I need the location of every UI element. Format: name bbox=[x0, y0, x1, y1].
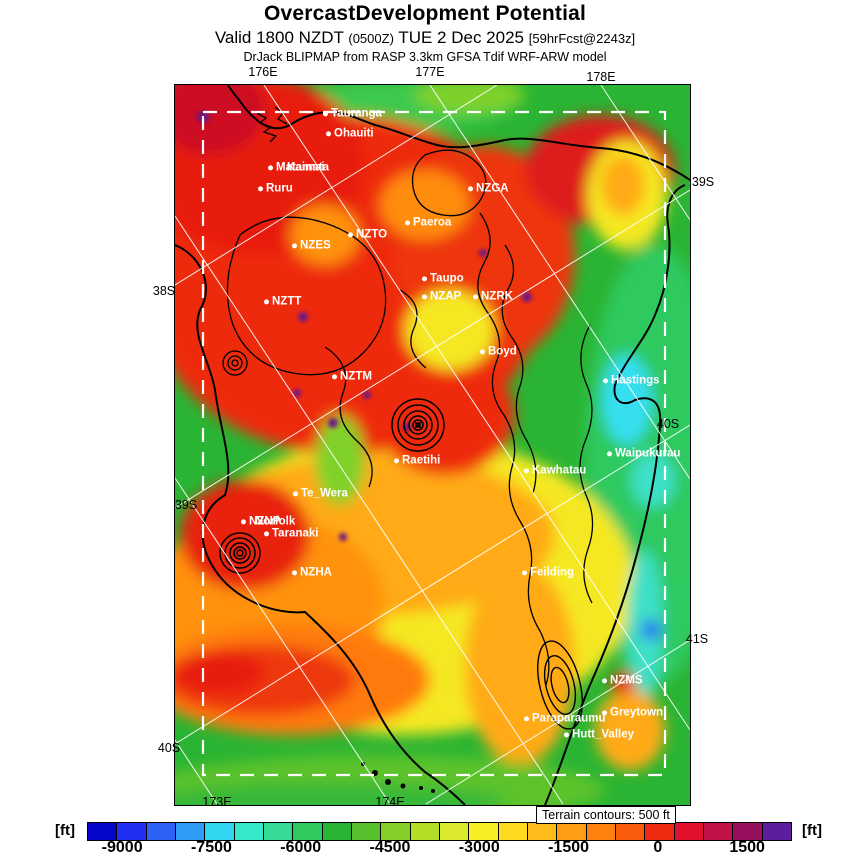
axis-label-176E: 176E bbox=[248, 65, 278, 79]
colorbar-tick--3000: -3000 bbox=[458, 839, 500, 856]
page-title: OvercastDevelopment Potential bbox=[263, 2, 587, 25]
terrain-note-box: Terrain contours: 500 ft bbox=[536, 806, 676, 824]
colorbar-unit-right: [ft] bbox=[802, 822, 822, 839]
colorbar-segment bbox=[762, 823, 791, 840]
forecast-info: [59hrFcst@2243z] bbox=[528, 31, 636, 46]
high-value-specks bbox=[197, 111, 532, 541]
colorbar-segment bbox=[703, 823, 734, 840]
colorbar-segment bbox=[146, 823, 176, 840]
colorbar-segment bbox=[527, 823, 558, 840]
colorbar-segment bbox=[645, 823, 675, 840]
valid-time-line: Valid 1800 NZDT (0500Z) TUE 2 Dec 2025 [… bbox=[0, 28, 850, 48]
colorbar-segment bbox=[263, 823, 294, 840]
axis-label-39S: 39S bbox=[691, 175, 715, 189]
axis-label-178E: 178E bbox=[586, 70, 616, 84]
colorbar-segment bbox=[498, 823, 528, 840]
colorbar-segment bbox=[88, 823, 118, 840]
graticule-lines bbox=[175, 85, 690, 805]
zulu-time: (0500Z) bbox=[348, 31, 394, 46]
colorbar-tick--4500: -4500 bbox=[369, 839, 411, 856]
colorbar-segment bbox=[117, 823, 147, 840]
colorbar-segment bbox=[469, 823, 499, 840]
axis-label-177E: 177E bbox=[415, 65, 445, 79]
colorbar-segment bbox=[381, 823, 411, 840]
colorbar-ticks: -9000 -7500 -6000 -4500 -3000 -1500 0 1500 bbox=[87, 839, 790, 859]
colorbar-segment bbox=[175, 823, 206, 840]
colorbar-segment bbox=[234, 823, 264, 840]
colorbar-segment bbox=[586, 823, 616, 840]
header: OvercastDevelopment Potential Valid 1800… bbox=[0, 0, 850, 64]
valid-date: TUE 2 Dec 2025 bbox=[398, 28, 525, 47]
colorbar-segment bbox=[439, 823, 470, 840]
model-info-line: DrJack BLIPMAP from RASP 3.3km GFSA Tdif… bbox=[243, 50, 607, 64]
colorbar-tick--9000: -9000 bbox=[101, 839, 143, 856]
colorbar bbox=[87, 822, 792, 841]
domain-boundary-dashed-rect bbox=[201, 110, 667, 777]
colorbar-segment bbox=[557, 823, 587, 840]
colorbar-segment bbox=[351, 823, 382, 840]
colorbar-segment bbox=[322, 823, 352, 840]
colorbar-tick--7500: -7500 bbox=[190, 839, 232, 856]
coastline bbox=[175, 85, 690, 805]
colorbar-tick--1500: -1500 bbox=[548, 839, 590, 856]
valid-time: Valid 1800 NZDT bbox=[214, 28, 344, 47]
colorbar-segment bbox=[293, 823, 323, 840]
terrain-contours bbox=[219, 106, 594, 730]
colorbar-segment bbox=[615, 823, 646, 840]
map-svg bbox=[175, 85, 690, 805]
colorbar-tick-0: 0 bbox=[653, 839, 663, 856]
colorbar-unit-left: [ft] bbox=[55, 822, 75, 839]
colorbar-tick--6000: -6000 bbox=[280, 839, 322, 856]
colorbar-segment bbox=[205, 823, 235, 840]
colorbar-tick-1500: 1500 bbox=[729, 839, 765, 856]
colorbar-segment bbox=[674, 823, 704, 840]
offshore-islands bbox=[361, 762, 435, 793]
colorbar-segment bbox=[733, 823, 763, 840]
axis-label-38S: 38S bbox=[152, 284, 176, 298]
overcast-potential-field bbox=[175, 85, 690, 805]
colorbar-segment bbox=[410, 823, 440, 840]
map-canvas bbox=[174, 84, 691, 806]
